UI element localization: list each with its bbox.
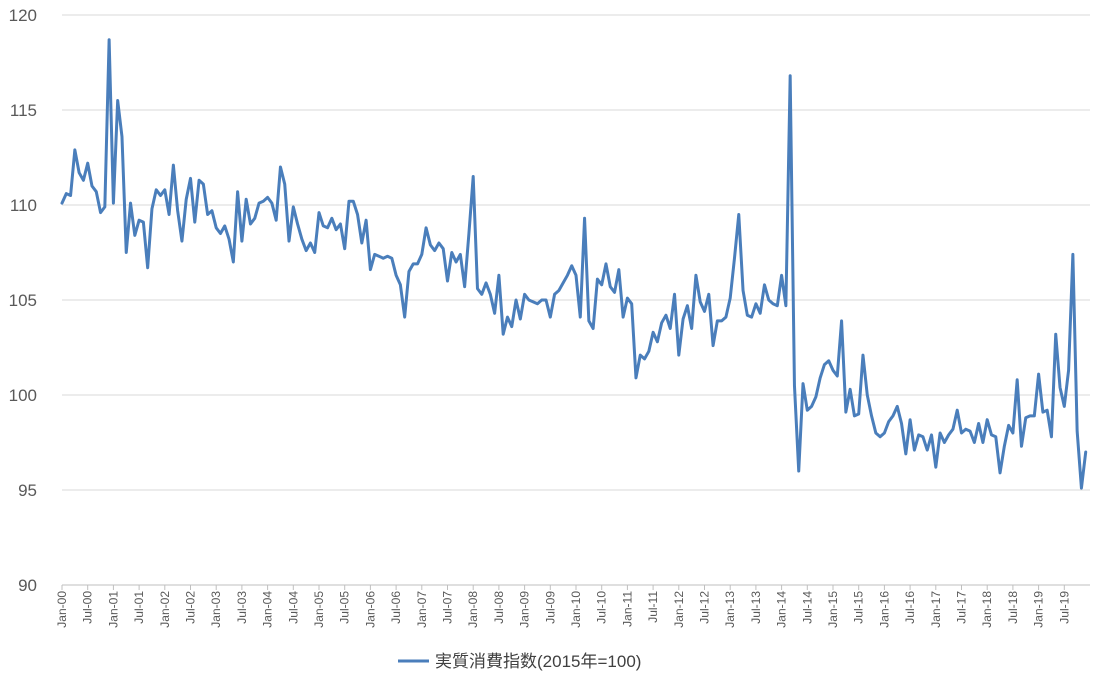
x-tick-label: Jan-03 xyxy=(209,591,223,628)
x-tick-label: Jan-15 xyxy=(826,591,840,628)
x-tick-label: Jan-16 xyxy=(877,591,891,628)
x-tick-label: Jul-16 xyxy=(903,591,917,624)
x-tick-label: Jan-07 xyxy=(415,591,429,628)
x-tick-label: Jan-13 xyxy=(723,591,737,628)
x-tick-label: Jul-08 xyxy=(492,591,506,624)
y-tick-label: 95 xyxy=(18,481,37,500)
x-tick-label: Jul-06 xyxy=(389,591,403,624)
y-tick-label: 105 xyxy=(9,291,37,310)
y-tick-label: 100 xyxy=(9,386,37,405)
x-tick-label: Jul-17 xyxy=(955,591,969,624)
x-tick-label: Jul-13 xyxy=(749,591,763,624)
x-tick-label: Jul-10 xyxy=(595,591,609,624)
x-tick-label: Jan-08 xyxy=(466,591,480,628)
y-tick-label: 115 xyxy=(10,101,37,120)
x-axis: Jan-00 Jul-00 Jan-01 Jul-01 Jan-02 Jul-02 Jan-… xyxy=(55,585,1071,628)
y-tick-label: 120 xyxy=(9,6,37,25)
series-line xyxy=(60,38,1088,490)
x-tick-label: Jul-14 xyxy=(800,591,814,624)
x-tick-label: Jan-00 xyxy=(55,591,69,628)
x-tick-label: Jan-02 xyxy=(158,591,172,628)
x-tick-label: Jan-01 xyxy=(106,591,120,628)
y-tick-label: 110 xyxy=(10,196,37,215)
x-tick-label: Jan-10 xyxy=(569,591,583,628)
x-tick-label: Jul-15 xyxy=(852,591,866,624)
x-tick-label: Jan-05 xyxy=(312,591,326,628)
x-tick-label: Jul-05 xyxy=(338,591,352,624)
x-tick-label: Jul-18 xyxy=(1006,591,1020,624)
x-tick-label: Jan-04 xyxy=(261,591,275,628)
x-tick-label: Jul-12 xyxy=(698,591,712,624)
legend-label: 実質消費指数(2015年=100) xyxy=(435,652,641,671)
x-tick-label: Jul-19 xyxy=(1057,591,1071,624)
x-tick-label: Jul-00 xyxy=(81,591,95,624)
x-tick-label: Jul-11 xyxy=(646,591,660,623)
x-tick-label: Jan-09 xyxy=(518,591,532,628)
plot-area xyxy=(60,38,1088,490)
x-tick-label: Jul-01 xyxy=(132,591,146,624)
legend: 実質消費指数(2015年=100) xyxy=(398,652,641,671)
x-tick-label: Jan-19 xyxy=(1032,591,1046,628)
x-tick-label: Jul-02 xyxy=(184,591,198,624)
gridlines xyxy=(62,14,1090,586)
x-tick-label: Jul-03 xyxy=(235,591,249,624)
x-tick-label: Jan-12 xyxy=(672,591,686,628)
x-tick-label: Jan-11 xyxy=(620,591,634,627)
x-tick-label: Jul-04 xyxy=(286,591,300,624)
x-tick-label: Jul-09 xyxy=(543,591,557,624)
x-tick-label: Jan-18 xyxy=(980,591,994,628)
y-tick-label: 90 xyxy=(18,576,37,595)
x-tick-label: Jan-14 xyxy=(775,591,789,628)
y-axis: 90 95 100 105 110 115 120 xyxy=(9,6,37,595)
x-tick-label: Jan-06 xyxy=(363,591,377,628)
x-tick-label: Jul-07 xyxy=(441,591,455,624)
x-tick-label: Jan-17 xyxy=(929,591,943,628)
